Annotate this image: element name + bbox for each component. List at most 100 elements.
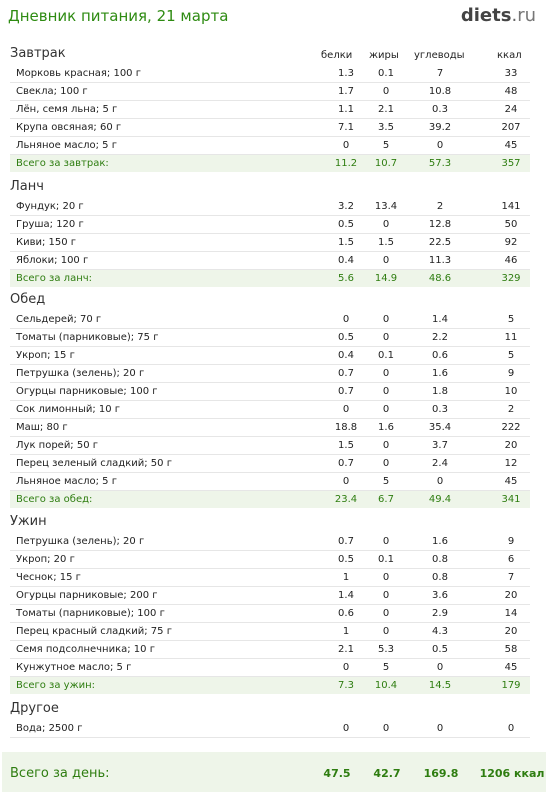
- carbs-value: 22.5: [428, 237, 452, 248]
- protein-value: 0.7: [338, 458, 354, 469]
- logo-main: diets: [460, 5, 512, 26]
- food-row[interactable]: Яблоки; 100 г 0.4 0 11.3 46: [10, 252, 530, 270]
- protein-value: 1.4: [338, 590, 354, 601]
- food-row[interactable]: Перец зеленый сладкий; 50 г 0.7 0 2.4 12: [10, 455, 530, 473]
- food-row[interactable]: Огурцы парниковые; 200 г 1.4 0 3.6 20: [10, 587, 530, 605]
- food-name: Сельдерей; 70 г: [16, 314, 102, 325]
- food-name: Кунжутное масло; 5 г: [16, 662, 132, 673]
- kcal-value: 20: [504, 590, 518, 601]
- food-row[interactable]: Льняное масло; 5 г 0 5 0 45: [10, 473, 530, 491]
- protein-value: 3.2: [338, 201, 354, 212]
- food-row[interactable]: Огурцы парниковые; 100 г 0.7 0 1.8 10: [10, 383, 530, 401]
- food-row[interactable]: Петрушка (зелень); 20 г 0.7 0 1.6 9: [10, 533, 530, 551]
- food-row[interactable]: Кунжутное масло; 5 г 0 5 0 45: [10, 659, 530, 677]
- kcal-value: 179: [501, 680, 521, 691]
- day-total-carbs: 169.8: [423, 767, 459, 780]
- protein-value: 0: [342, 723, 350, 734]
- food-row[interactable]: Лук порей; 50 г 1.5 0 3.7 20: [10, 437, 530, 455]
- day-total-label: Всего за день:: [10, 766, 110, 781]
- kcal-value: 6: [507, 554, 515, 565]
- food-name: Сок лимонный; 10 г: [16, 404, 121, 415]
- food-name: Укроп; 20 г: [16, 554, 75, 565]
- site-logo[interactable]: diets.ru: [461, 5, 536, 26]
- fat-value: 0.1: [378, 554, 394, 565]
- protein-value: 1.5: [338, 440, 354, 451]
- food-row[interactable]: Сельдерей; 70 г 0 0 1.4 5: [10, 311, 530, 329]
- kcal-value: 45: [504, 662, 518, 673]
- protein-value: 1.3: [338, 68, 354, 79]
- food-row[interactable]: Крупа овсяная; 60 г 7.1 3.5 39.2 207: [10, 119, 530, 137]
- carbs-value: 3.6: [432, 590, 448, 601]
- food-row[interactable]: Петрушка (зелень); 20 г 0.7 0 1.6 9: [10, 365, 530, 383]
- carbs-value: 2.4: [432, 458, 448, 469]
- section-total-row: Всего за завтрак: 11.2 10.7 57.3 357: [10, 155, 530, 172]
- protein-value: 0.5: [338, 554, 354, 565]
- carbs-value: 7: [436, 68, 444, 79]
- fat-value: 0: [382, 626, 390, 637]
- fat-value: 0: [382, 255, 390, 266]
- carbs-value: 39.2: [428, 122, 452, 133]
- carbs-value: 1.6: [432, 536, 448, 547]
- column-header-carbs: углеводы: [414, 50, 465, 61]
- kcal-value: 48: [504, 86, 518, 97]
- fat-value: 0.1: [378, 350, 394, 361]
- food-row[interactable]: Морковь красная; 100 г 1.3 0.1 7 33: [10, 65, 530, 83]
- carbs-value: 0: [436, 140, 444, 151]
- food-row[interactable]: Томаты (парниковые); 75 г 0.5 0 2.2 11: [10, 329, 530, 347]
- carbs-value: 10.8: [428, 86, 452, 97]
- carbs-value: 0.6: [432, 350, 448, 361]
- food-row[interactable]: Киви; 150 г 1.5 1.5 22.5 92: [10, 234, 530, 252]
- food-row[interactable]: Груша; 120 г 0.5 0 12.8 50: [10, 216, 530, 234]
- carbs-value: 1.4: [432, 314, 448, 325]
- protein-value: 0: [342, 314, 350, 325]
- carbs-value: 35.4: [428, 422, 452, 433]
- food-name: Свекла; 100 г: [16, 86, 88, 97]
- kcal-value: 207: [501, 122, 521, 133]
- fat-value: 0: [382, 440, 390, 451]
- protein-value: 23.4: [334, 494, 358, 505]
- food-row[interactable]: Маш; 80 г 18.8 1.6 35.4 222: [10, 419, 530, 437]
- fat-value: 0: [382, 572, 390, 583]
- day-total-bar: Всего за день: 47.5 42.7 169.8 1206 ккал: [2, 752, 546, 792]
- fat-value: 0: [382, 404, 390, 415]
- kcal-value: 50: [504, 219, 518, 230]
- kcal-value: 45: [504, 140, 518, 151]
- kcal-value: 341: [501, 494, 521, 505]
- food-row[interactable]: Томаты (парниковые); 100 г 0.6 0 2.9 14: [10, 605, 530, 623]
- section-total-label: Всего за завтрак:: [16, 158, 109, 169]
- fat-value: 0: [382, 458, 390, 469]
- kcal-value: 222: [501, 422, 521, 433]
- fat-value: 2.1: [378, 104, 394, 115]
- kcal-value: 33: [504, 68, 518, 79]
- food-row[interactable]: Лён, семя льна; 5 г 1.1 2.1 0.3 24: [10, 101, 530, 119]
- page-header: Дневник питания, 21 марта diets.ru: [0, 0, 550, 34]
- kcal-value: 0: [507, 723, 515, 734]
- food-row[interactable]: Свекла; 100 г 1.7 0 10.8 48: [10, 83, 530, 101]
- fat-value: 0: [382, 86, 390, 97]
- food-row[interactable]: Льняное масло; 5 г 0 5 0 45: [10, 137, 530, 155]
- carbs-value: 0: [436, 723, 444, 734]
- food-name: Маш; 80 г: [16, 422, 68, 433]
- protein-value: 1.7: [338, 86, 354, 97]
- kcal-value: 5: [507, 350, 515, 361]
- food-row[interactable]: Семя подсолнечника; 10 г 2.1 5.3 0.5 58: [10, 641, 530, 659]
- kcal-value: 14: [504, 608, 518, 619]
- food-name: Льняное масло; 5 г: [16, 476, 117, 487]
- carbs-value: 0.8: [432, 554, 448, 565]
- kcal-value: 7: [507, 572, 515, 583]
- carbs-value: 48.6: [428, 273, 452, 284]
- food-row[interactable]: Чеснок; 15 г 1 0 0.8 7: [10, 569, 530, 587]
- food-row[interactable]: Сок лимонный; 10 г 0 0 0.3 2: [10, 401, 530, 419]
- food-row[interactable]: Вода; 2500 г 0 0 0 0: [10, 720, 530, 738]
- food-row[interactable]: Укроп; 20 г 0.5 0.1 0.8 6: [10, 551, 530, 569]
- section-total-label: Всего за ужин:: [16, 680, 96, 691]
- column-header-kcal: ккал: [497, 50, 522, 61]
- carbs-value: 1.6: [432, 368, 448, 379]
- protein-value: 0.6: [338, 608, 354, 619]
- food-row[interactable]: Укроп; 15 г 0.4 0.1 0.6 5: [10, 347, 530, 365]
- protein-value: 0.7: [338, 386, 354, 397]
- food-row[interactable]: Фундук; 20 г 3.2 13.4 2 141: [10, 198, 530, 216]
- food-row[interactable]: Перец красный сладкий; 75 г 1 0 4.3 20: [10, 623, 530, 641]
- food-name: Морковь красная; 100 г: [16, 68, 141, 79]
- food-name: Киви; 150 г: [16, 237, 77, 248]
